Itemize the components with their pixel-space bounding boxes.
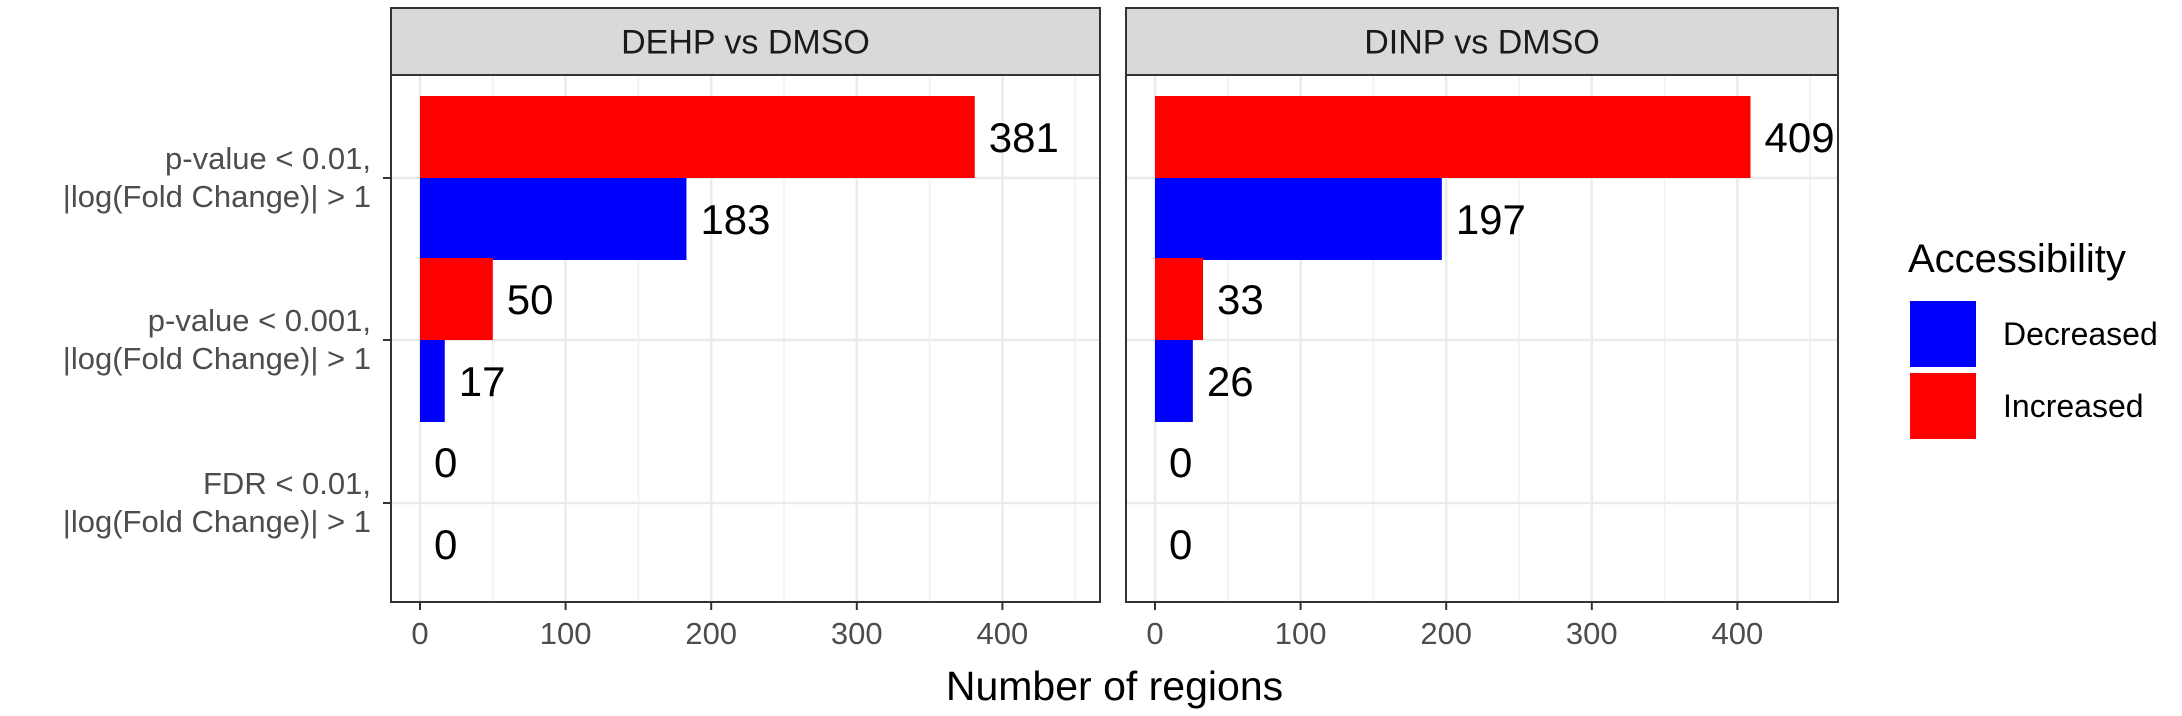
legend-label: Increased bbox=[2003, 388, 2144, 424]
bar-increased bbox=[1155, 258, 1204, 340]
value-label-decreased: 197 bbox=[1456, 196, 1526, 243]
bar-increased bbox=[420, 258, 493, 340]
value-label-increased: 409 bbox=[1765, 114, 1835, 161]
bar-decreased bbox=[420, 178, 687, 260]
value-label-decreased: 0 bbox=[1169, 521, 1192, 568]
x-tick-label: 300 bbox=[831, 616, 883, 651]
y-category-label: FDR < 0.01, |log(Fold Change)| > 1 bbox=[63, 466, 371, 539]
x-tick-label: 200 bbox=[685, 616, 737, 651]
facet-strip bbox=[1125, 7, 1839, 76]
bar-decreased bbox=[1155, 340, 1193, 422]
facet-strip-label: DEHP vs DMSO bbox=[621, 24, 870, 62]
x-tick-label: 100 bbox=[540, 616, 592, 651]
bar-decreased bbox=[420, 340, 445, 422]
bar-increased bbox=[420, 96, 975, 178]
legend-swatch bbox=[1910, 373, 1976, 439]
facet-strip bbox=[390, 7, 1101, 76]
value-label-increased: 50 bbox=[507, 276, 554, 323]
value-label-decreased: 17 bbox=[459, 358, 506, 405]
x-tick-label: 0 bbox=[1146, 616, 1163, 651]
x-axis-title: Number of regions bbox=[946, 663, 1283, 709]
x-tick-label: 0 bbox=[411, 616, 428, 651]
value-label-decreased: 183 bbox=[700, 196, 770, 243]
value-label-increased: 0 bbox=[434, 439, 457, 486]
value-label-increased: 0 bbox=[1169, 439, 1192, 486]
facet-panel: 409 197 33 26 0 0 DINP vs DMSO 0 100 200 300 400 bbox=[1125, 7, 1839, 651]
x-tick-label: 400 bbox=[977, 616, 1029, 651]
legend-swatch bbox=[1910, 301, 1976, 367]
x-tick-label: 100 bbox=[1275, 616, 1327, 651]
facet-strip-label: DINP vs DMSO bbox=[1364, 24, 1600, 62]
y-category-label: p-value < 0.01, |log(Fold Change)| > 1 bbox=[63, 141, 371, 214]
legend: Accessibility Decreased Increased bbox=[1908, 237, 2158, 439]
bar-decreased bbox=[1155, 178, 1442, 260]
x-tick-label: 200 bbox=[1420, 616, 1472, 651]
legend-label: Decreased bbox=[2003, 316, 2158, 352]
x-tick-label: 400 bbox=[1712, 616, 1764, 651]
value-label-increased: 381 bbox=[989, 114, 1059, 161]
value-label-increased: 33 bbox=[1217, 276, 1264, 323]
value-label-decreased: 26 bbox=[1207, 358, 1254, 405]
x-tick-label: 300 bbox=[1566, 616, 1618, 651]
legend-title: Accessibility bbox=[1908, 237, 2126, 281]
bar-increased bbox=[1155, 96, 1751, 178]
y-category-label: p-value < 0.001, |log(Fold Change)| > 1 bbox=[63, 303, 371, 376]
y-axis-labels: p-value < 0.01, |log(Fold Change)| > 1 p-v… bbox=[63, 141, 391, 539]
value-label-decreased: 0 bbox=[434, 521, 457, 568]
